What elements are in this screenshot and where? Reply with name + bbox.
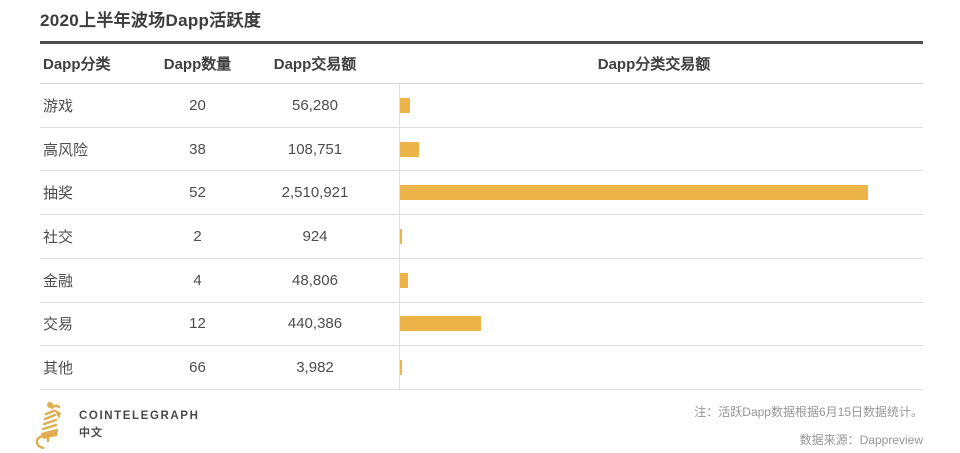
data-source: 数据来源：Dappreview: [799, 433, 923, 447]
table-row: 社交 2 924: [40, 215, 923, 259]
cell-count: 20: [189, 96, 206, 114]
volume-bar: [399, 272, 409, 288]
cell-count: 66: [189, 359, 206, 377]
footnote-statistics: 注：活跃Dapp数据根据6月15日数据统计。: [694, 405, 923, 419]
title-divider: [40, 41, 923, 44]
table-row: 高风险 38 108,751: [40, 128, 923, 172]
volume-bar: [399, 360, 402, 376]
cell-chart: [385, 360, 923, 376]
volume-bar: [399, 141, 420, 157]
volume-bar: [399, 316, 482, 332]
table-row: 游戏 20 56,280: [40, 84, 923, 128]
cell-volume: 2,510,921: [281, 184, 349, 202]
table-header-row: Dapp分类 Dapp数量 Dapp交易额 Dapp分类交易额: [40, 44, 923, 84]
header-count: Dapp数量: [163, 56, 232, 73]
brand-subname: 中文: [79, 427, 103, 439]
cell-count: 4: [193, 271, 202, 289]
cell-volume: 440,386: [287, 315, 343, 333]
cell-category: 社交: [43, 229, 74, 247]
cell-category: 金融: [43, 272, 74, 290]
cell-volume: 108,751: [287, 140, 343, 158]
cell-chart: [385, 97, 923, 113]
cell-count: 52: [189, 184, 206, 202]
cell-chart: [385, 316, 923, 332]
chart-axis-line: [399, 84, 400, 390]
cell-chart: [385, 141, 923, 157]
cointelegraph-muse-icon: [35, 402, 61, 450]
dapp-table-body: 游戏 20 56,280 高风险 38 108,751 抽奖 52 2,510,921 社交 2 92…: [40, 84, 923, 391]
cell-category: 交易: [43, 316, 74, 334]
cell-volume: 3,982: [296, 359, 334, 377]
header-category: Dapp分类: [43, 56, 111, 73]
cell-count: 2: [193, 228, 202, 246]
header-category-volume-chart: Dapp分类交易额: [597, 56, 711, 73]
cell-volume: 56,280: [292, 96, 338, 114]
table-row: 其他 66 3,982: [40, 346, 923, 391]
table-row: 交易 12 440,386: [40, 303, 923, 347]
cell-chart: [385, 185, 923, 201]
cell-chart: [385, 272, 923, 288]
cell-volume: 924: [302, 228, 328, 246]
cell-volume: 48,806: [292, 271, 338, 289]
header-volume: Dapp交易额: [273, 56, 357, 73]
cell-category: 抽奖: [43, 185, 74, 203]
cell-count: 12: [189, 315, 206, 333]
cell-chart: [385, 229, 923, 245]
cell-category: 高风险: [43, 141, 89, 159]
cell-category: 其他: [43, 360, 74, 378]
volume-bar: [399, 229, 402, 245]
brand-name: COINTELEGRAPH: [79, 410, 200, 422]
page-title: 2020上半年波场Dapp活跃度: [40, 11, 262, 30]
table-row: 金融 4 48,806: [40, 259, 923, 303]
cointelegraph-logo: COINTELEGRAPH 中文: [30, 399, 199, 451]
cell-count: 38: [189, 140, 206, 158]
volume-bar: [399, 97, 410, 113]
table-row: 抽奖 52 2,510,921: [40, 171, 923, 216]
footnotes: 注：活跃Dapp数据根据6月15日数据统计。 数据来源：Dappreview: [694, 403, 923, 453]
cell-category: 游戏: [43, 97, 74, 115]
brand-text: COINTELEGRAPH 中文: [79, 410, 199, 440]
volume-bar: [399, 185, 868, 201]
